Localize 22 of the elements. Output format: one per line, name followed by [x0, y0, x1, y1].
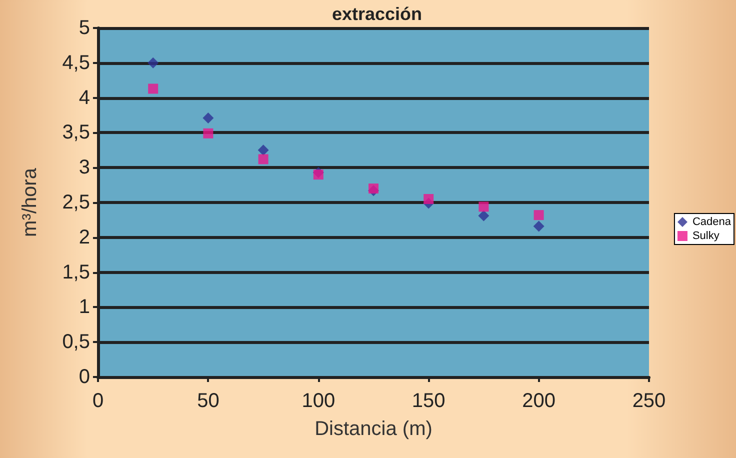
x-tick-label: 50 [197, 390, 220, 412]
y-tick-label: 1,5 [62, 261, 90, 284]
y-tick-label: 4 [78, 86, 90, 109]
x-tick-label: 200 [522, 390, 556, 412]
y-tick-label: 0 [78, 366, 90, 388]
y-tick-label: 5 [78, 17, 90, 39]
y-tick-label: 0,5 [62, 331, 90, 354]
y-tick-label: 3,5 [62, 122, 90, 144]
x-tick-label: 250 [632, 390, 666, 412]
chart-title: extracción [332, 4, 422, 24]
y-tick-label: 3 [78, 156, 90, 179]
y-tick-label: 2 [78, 226, 90, 248]
legend-label: Cadena [692, 216, 732, 228]
y-axis-title: m³/hora [19, 167, 41, 237]
x-tick-label: 100 [302, 390, 336, 412]
x-tick-label: 150 [412, 390, 446, 412]
y-tick-label: 1 [78, 296, 90, 318]
y-tick-label: 2,5 [62, 192, 90, 214]
legend-label: Sulky [692, 230, 720, 242]
x-tick-label: 0 [92, 390, 104, 412]
x-axis-title: Distancia (m) [314, 418, 432, 440]
y-tick-label: 4,5 [62, 52, 90, 74]
